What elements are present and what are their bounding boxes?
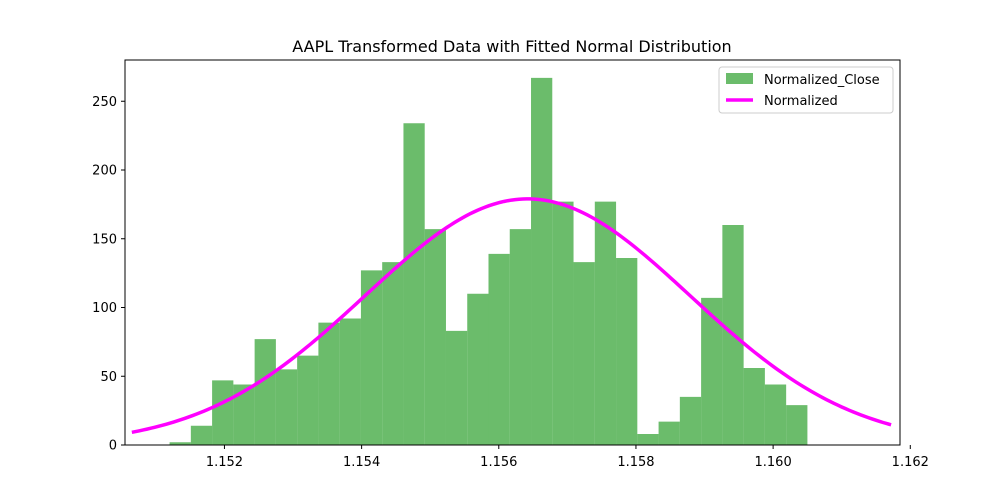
histogram-bar xyxy=(212,380,234,445)
histogram-bar xyxy=(701,297,723,445)
histogram-bar xyxy=(297,355,319,445)
legend: Normalized_Close Normalized xyxy=(718,66,894,114)
x-tick-label: 1.158 xyxy=(617,455,654,470)
histogram-bar xyxy=(743,368,765,445)
histogram-bars xyxy=(169,77,808,445)
histogram-bar xyxy=(233,384,255,445)
y-tick-label: 250 xyxy=(92,95,117,110)
histogram-bar xyxy=(445,330,468,445)
histogram-bar xyxy=(764,384,787,445)
histogram-bar xyxy=(679,396,702,445)
legend-label-normalized: Normalized xyxy=(764,94,838,109)
histogram-bar xyxy=(403,123,425,445)
histogram-bar xyxy=(573,262,595,445)
legend-swatch-normalized-close xyxy=(726,73,753,84)
histogram-bar xyxy=(254,339,276,445)
plot-frame xyxy=(124,59,901,446)
histogram-bar xyxy=(339,318,361,445)
x-tick-label: 1.160 xyxy=(755,455,792,470)
normal-curve xyxy=(131,197,892,435)
histogram-bar xyxy=(169,442,191,445)
histogram-bar xyxy=(275,369,298,445)
histogram-bar xyxy=(190,425,213,445)
x-tick-label: 1.156 xyxy=(480,455,517,470)
histogram-bar xyxy=(360,270,383,445)
histogram-bar xyxy=(637,434,659,445)
histogram-bar xyxy=(658,421,680,445)
histogram-bar xyxy=(552,201,574,445)
histogram-bar xyxy=(786,405,808,445)
histogram-bar xyxy=(509,229,532,445)
histogram-bar xyxy=(424,229,446,445)
x-axis: 1.152 1.154 1.156 1.158 1.160 1.162 xyxy=(206,445,929,470)
legend-label-normalized-close: Normalized_Close xyxy=(764,73,880,88)
y-tick-label: 200 xyxy=(92,164,117,179)
y-axis: 0 50 100 150 200 250 xyxy=(92,95,125,454)
histogram-bar xyxy=(488,253,510,445)
y-tick-label: 0 xyxy=(109,439,117,454)
y-tick-label: 100 xyxy=(92,301,117,316)
y-tick-label: 150 xyxy=(92,232,117,247)
x-tick-label: 1.152 xyxy=(206,455,243,470)
legend-box xyxy=(718,66,894,114)
chart-title: AAPL Transformed Data with Fitted Normal… xyxy=(292,37,731,56)
histogram-bar xyxy=(531,77,553,445)
histogram-bar xyxy=(318,322,340,445)
y-tick-label: 50 xyxy=(100,370,117,385)
histogram-bar xyxy=(616,258,638,445)
histogram-bar xyxy=(594,201,617,445)
histogram-bar xyxy=(467,293,489,445)
x-tick-label: 1.162 xyxy=(892,455,929,470)
x-tick-label: 1.154 xyxy=(343,455,380,470)
histogram-bar xyxy=(382,262,404,445)
